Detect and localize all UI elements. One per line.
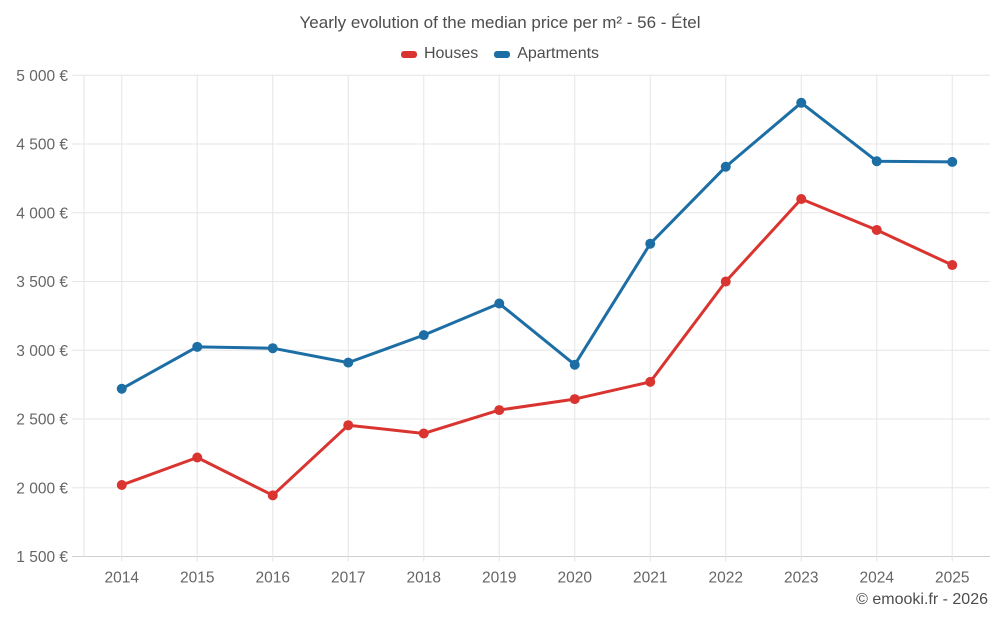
legend-swatch-houses-icon xyxy=(400,50,417,58)
data-point-houses-2021[interactable] xyxy=(645,376,656,387)
y-axis-label: 2 000 € xyxy=(16,480,68,497)
y-axis-label: 3 000 € xyxy=(16,343,68,360)
watermark: © emooki.fr - 2026 xyxy=(856,591,988,608)
legend-item-houses[interactable]: Houses xyxy=(400,45,479,63)
y-axis-label: 1 500 € xyxy=(16,549,68,566)
data-point-houses-2018[interactable] xyxy=(418,428,429,439)
data-point-houses-2020[interactable] xyxy=(569,394,580,405)
legend-label-houses: Houses xyxy=(423,45,479,62)
data-point-houses-2022[interactable] xyxy=(720,276,731,287)
data-point-houses-2023[interactable] xyxy=(796,194,807,205)
y-axis-label: 3 500 € xyxy=(16,274,68,291)
x-axis-label-2024: 2024 xyxy=(860,570,895,587)
y-axis-label: 5 000 € xyxy=(16,68,68,85)
x-axis-label-2021: 2021 xyxy=(633,570,667,587)
x-axis-label-2020: 2020 xyxy=(558,570,593,587)
data-point-houses-2017[interactable] xyxy=(343,420,354,431)
x-axis-label-2015: 2015 xyxy=(180,570,214,587)
y-axis-label: 2 500 € xyxy=(16,412,68,429)
x-axis-label-2023: 2023 xyxy=(784,570,818,587)
data-point-apartments-2014[interactable] xyxy=(116,383,127,394)
data-point-houses-2019[interactable] xyxy=(494,405,505,416)
data-point-apartments-2024[interactable] xyxy=(871,156,882,167)
x-axis-label-2018: 2018 xyxy=(407,570,441,587)
data-point-apartments-2018[interactable] xyxy=(418,330,429,341)
x-axis-label-2014: 2014 xyxy=(105,570,140,587)
data-point-apartments-2021[interactable] xyxy=(645,238,656,249)
data-point-apartments-2020[interactable] xyxy=(569,359,580,370)
data-point-apartments-2025[interactable] xyxy=(947,156,958,167)
data-point-houses-2014[interactable] xyxy=(116,480,127,491)
data-point-houses-2024[interactable] xyxy=(871,224,882,235)
data-point-apartments-2016[interactable] xyxy=(267,343,278,354)
legend-item-apartments[interactable]: Apartments xyxy=(494,45,599,63)
data-point-apartments-2015[interactable] xyxy=(192,341,203,352)
legend-label-apartments: Apartments xyxy=(517,45,600,62)
legend-swatch-apartments-icon xyxy=(494,50,511,58)
data-point-apartments-2019[interactable] xyxy=(494,298,505,309)
y-axis-label: 4 000 € xyxy=(16,205,68,222)
data-point-houses-2015[interactable] xyxy=(192,452,203,463)
data-point-houses-2016[interactable] xyxy=(267,490,278,501)
x-axis-label-2016: 2016 xyxy=(256,570,290,587)
x-axis-label-2022: 2022 xyxy=(709,570,743,587)
x-axis-label-2025: 2025 xyxy=(935,570,969,587)
data-point-apartments-2017[interactable] xyxy=(343,357,354,368)
data-point-houses-2025[interactable] xyxy=(947,260,958,271)
series-line-houses xyxy=(120,197,954,497)
legend: Houses Apartments xyxy=(0,45,1000,63)
x-axis-label-2019: 2019 xyxy=(482,570,516,587)
x-axis-label-2017: 2017 xyxy=(331,570,365,587)
y-axis-label: 4 500 € xyxy=(16,137,68,154)
data-point-apartments-2023[interactable] xyxy=(796,97,807,108)
chart-title: Yearly evolution of the median price per… xyxy=(299,13,701,32)
series-line-apartments xyxy=(120,101,954,391)
data-point-apartments-2022[interactable] xyxy=(720,161,731,172)
